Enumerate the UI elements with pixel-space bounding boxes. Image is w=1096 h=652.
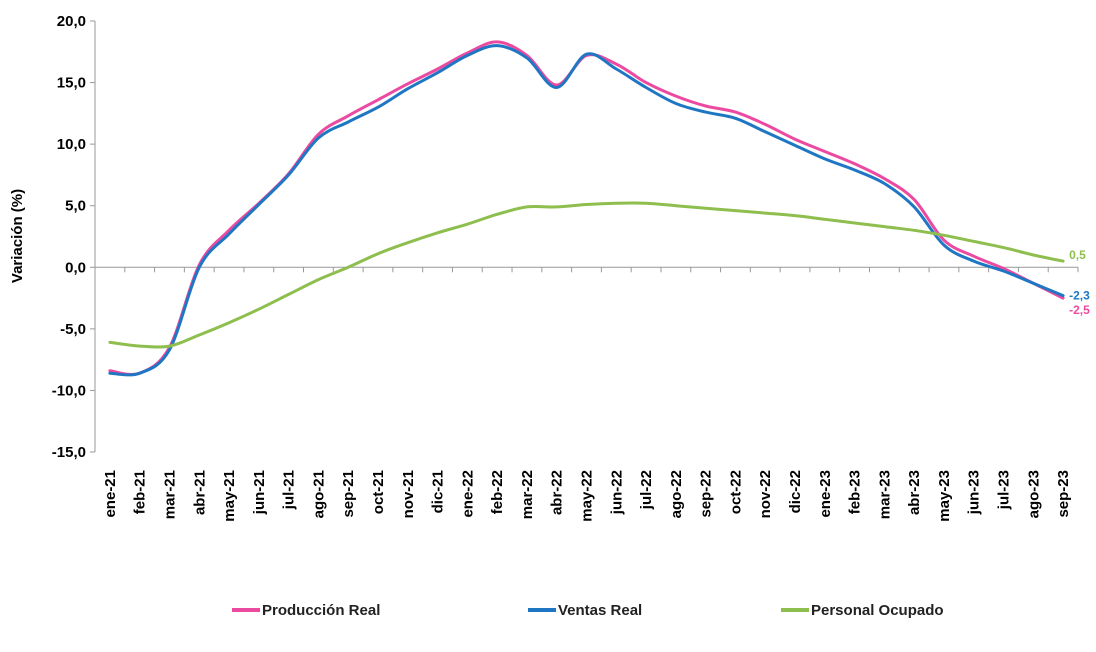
x-tick-label: jun-23 [966, 470, 983, 515]
series-lines [108, 40, 1065, 377]
y-tick-label: 0,0 [65, 259, 86, 276]
x-tick-label: ago-23 [1025, 470, 1042, 518]
x-tick-label: dic-22 [787, 470, 804, 513]
x-tick-label: jun-22 [608, 470, 625, 515]
series-line-produccion-real [108, 40, 1065, 377]
end-labels: -2,5-2,3 0,5 [1069, 248, 1090, 317]
x-tick-label: sep-22 [698, 470, 715, 518]
y-axis-title: Variación (%) [9, 189, 26, 283]
x-tick-label: mar-21 [161, 470, 178, 519]
end-label-produccion-real: -2,5 [1069, 303, 1090, 317]
legend-label-produccion-real: Producción Real [262, 602, 380, 619]
x-tick-label: abr-22 [549, 470, 566, 515]
y-tick-label: 5,0 [65, 198, 86, 215]
x-tick-label: may-22 [579, 470, 596, 522]
x-tick-label: ene-21 [102, 470, 119, 518]
y-tick-label: -15,0 [52, 444, 86, 461]
x-tick-label: mar-22 [519, 470, 536, 519]
end-label-ventas-real: -2,3 [1069, 289, 1090, 303]
x-tick-label: feb-21 [132, 470, 149, 514]
series-line-ventas-real [108, 44, 1065, 377]
x-tick-label: ago-21 [310, 470, 327, 518]
end-label-personal-ocupado: 0,5 [1069, 248, 1086, 262]
x-tick-label: nov-21 [400, 470, 417, 518]
x-tick-label: nov-22 [757, 470, 774, 518]
x-tick-label: abr-21 [191, 470, 208, 515]
x-tick-label: may-23 [936, 470, 953, 522]
x-tick-label: abr-23 [906, 470, 923, 515]
legend: Producción Real Ventas Real Personal Ocupa… [232, 602, 944, 619]
x-tick-label: jul-21 [281, 470, 298, 510]
x-tick-label: sep-23 [1055, 470, 1072, 518]
y-axis-ticks: 20,0 15,0 10,0 5,0 0,0 -5,0 -10,0 -15,0 [52, 13, 95, 461]
x-tick-label: may-21 [221, 470, 238, 522]
legend-label-ventas-real: Ventas Real [558, 602, 642, 619]
x-tick-label: jul-22 [638, 470, 655, 510]
x-tick-label: sep-21 [340, 470, 357, 518]
x-tick-label: ene-23 [817, 470, 834, 518]
x-tick-label: feb-23 [847, 470, 864, 514]
x-axis-ticks: ene-21 feb-21 mar-21 abr-21 may-21 jun-21 jul-… [94, 267, 1079, 522]
y-tick-label: 15,0 [57, 75, 86, 92]
y-tick-label: 20,0 [57, 13, 86, 30]
y-tick-label: -10,0 [52, 382, 86, 399]
x-tick-label: oct-21 [370, 470, 387, 514]
series-line-personal-ocupado [108, 201, 1065, 349]
x-tick-label: dic-21 [430, 470, 447, 513]
x-tick-label: ene-22 [459, 470, 476, 518]
x-tick-label: ago-22 [668, 470, 685, 518]
x-tick-label: jul-23 [996, 470, 1013, 510]
x-tick-label: oct-22 [727, 470, 744, 514]
x-tick-label: mar-23 [876, 470, 893, 519]
x-tick-label: feb-22 [489, 470, 506, 514]
x-tick-label: jun-21 [251, 470, 268, 515]
axes [94, 21, 1078, 452]
y-tick-label: -5,0 [60, 321, 86, 338]
legend-label-personal-ocupado: Personal Ocupado [811, 602, 944, 619]
y-tick-label: 10,0 [57, 136, 86, 153]
